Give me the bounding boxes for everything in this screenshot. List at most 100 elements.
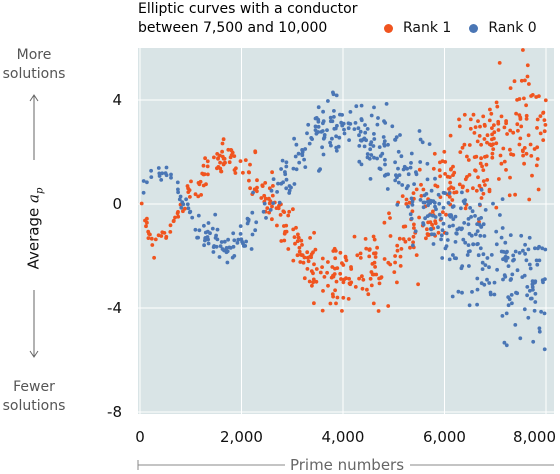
data-point-rank-0 <box>346 126 351 131</box>
data-point-rank-0 <box>292 182 297 186</box>
data-point-rank-1 <box>448 133 453 138</box>
data-point-rank-0 <box>475 287 480 292</box>
data-point-rank-1 <box>478 161 483 166</box>
data-point-rank-0 <box>218 244 223 249</box>
data-point-rank-1 <box>307 279 312 284</box>
data-point-rank-0 <box>354 104 359 109</box>
data-point-rank-0 <box>465 253 470 257</box>
data-point-rank-1 <box>291 258 296 263</box>
data-point-rank-0 <box>382 139 387 144</box>
data-point-rank-0 <box>441 221 446 226</box>
data-point-rank-1 <box>515 122 520 127</box>
data-point-rank-1 <box>521 153 525 158</box>
data-point-rank-0 <box>491 201 495 206</box>
data-point-rank-1 <box>541 111 545 115</box>
data-point-rank-1 <box>395 248 400 253</box>
data-point-rank-0 <box>518 336 523 341</box>
data-point-rank-1 <box>305 250 310 255</box>
data-point-rank-0 <box>530 279 535 284</box>
data-point-rank-1 <box>284 223 289 228</box>
data-point-rank-1 <box>505 132 509 136</box>
data-point-rank-0 <box>513 323 518 327</box>
data-point-rank-1 <box>472 131 477 135</box>
data-point-rank-1 <box>490 151 495 156</box>
data-point-rank-0 <box>253 228 258 233</box>
data-point-rank-0 <box>447 213 452 218</box>
data-point-rank-0 <box>480 260 485 265</box>
data-point-rank-0 <box>181 202 186 207</box>
data-point-rank-1 <box>524 117 529 121</box>
data-point-rank-0 <box>381 135 386 139</box>
data-point-rank-0 <box>503 274 508 279</box>
data-point-rank-1 <box>313 247 318 252</box>
data-point-rank-1 <box>162 231 167 235</box>
data-point-rank-1 <box>398 264 403 268</box>
data-point-rank-0 <box>372 155 376 160</box>
data-point-rank-0 <box>526 315 531 320</box>
data-point-rank-1 <box>366 292 371 297</box>
data-point-rank-0 <box>498 213 502 217</box>
legend-marker-rank-1 <box>384 24 393 33</box>
data-point-rank-1 <box>388 216 392 220</box>
y-tick-label: -4 <box>107 299 122 317</box>
data-point-rank-1 <box>523 78 527 83</box>
data-point-rank-0 <box>409 151 414 156</box>
data-point-rank-1 <box>473 125 478 129</box>
data-point-rank-1 <box>310 283 314 288</box>
data-point-rank-0 <box>479 188 484 192</box>
data-point-rank-0 <box>378 154 383 158</box>
data-point-rank-1 <box>497 61 502 65</box>
data-point-rank-1 <box>339 277 343 281</box>
data-point-rank-0 <box>160 171 165 176</box>
data-point-rank-1 <box>463 206 468 211</box>
data-point-rank-0 <box>471 242 475 247</box>
data-point-rank-1 <box>361 277 366 282</box>
data-point-rank-0 <box>446 201 451 205</box>
data-point-rank-0 <box>425 161 430 166</box>
data-point-rank-1 <box>360 286 365 291</box>
data-point-rank-1 <box>168 223 173 228</box>
data-point-rank-1 <box>340 261 344 265</box>
data-point-rank-1 <box>349 280 354 285</box>
data-point-rank-1 <box>481 114 486 119</box>
data-point-rank-1 <box>489 143 494 148</box>
data-point-rank-0 <box>414 172 419 177</box>
data-point-rank-0 <box>226 237 231 242</box>
data-point-rank-0 <box>511 253 516 258</box>
data-point-rank-0 <box>477 222 482 227</box>
data-point-rank-1 <box>454 190 459 195</box>
data-point-rank-1 <box>481 168 486 173</box>
data-point-rank-0 <box>393 137 397 142</box>
data-point-rank-1 <box>463 177 468 182</box>
data-point-rank-0 <box>385 187 390 191</box>
data-point-rank-0 <box>494 242 499 247</box>
data-point-rank-0 <box>383 162 387 167</box>
data-point-rank-0 <box>506 303 511 308</box>
data-point-rank-0 <box>525 293 529 298</box>
legend-item-rank-0: Rank 0 <box>469 19 537 38</box>
data-point-rank-1 <box>139 201 144 206</box>
data-point-rank-0 <box>271 201 276 206</box>
data-point-rank-1 <box>419 182 423 187</box>
data-point-rank-0 <box>196 213 201 218</box>
data-point-rank-0 <box>396 149 401 154</box>
data-point-rank-0 <box>441 205 446 210</box>
data-point-rank-0 <box>404 186 409 191</box>
data-point-rank-0 <box>367 156 372 161</box>
data-point-rank-1 <box>312 230 316 235</box>
data-point-rank-1 <box>294 225 298 230</box>
data-point-rank-0 <box>500 197 505 202</box>
data-point-rank-0 <box>500 314 505 318</box>
data-point-rank-0 <box>334 134 338 139</box>
data-point-rank-1 <box>164 234 169 239</box>
data-point-rank-1 <box>425 227 429 232</box>
data-point-rank-0 <box>533 300 538 304</box>
data-point-rank-0 <box>432 200 437 205</box>
data-point-rank-0 <box>495 267 499 272</box>
data-point-rank-1 <box>496 119 501 124</box>
data-point-rank-1 <box>252 187 257 192</box>
data-point-rank-0 <box>478 233 483 238</box>
data-point-rank-1 <box>541 138 546 143</box>
data-point-rank-0 <box>235 241 240 245</box>
data-point-rank-0 <box>321 109 325 114</box>
